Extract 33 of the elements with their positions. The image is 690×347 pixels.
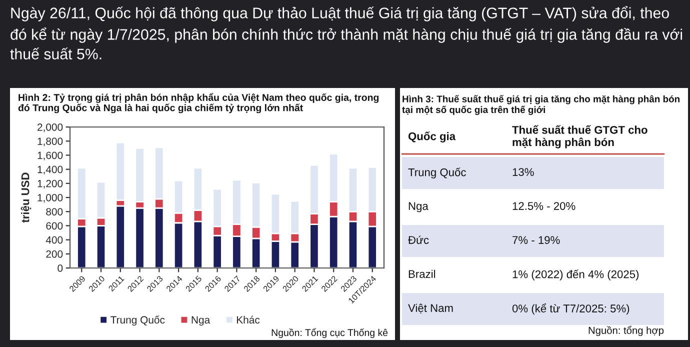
y-tick-label: 1,400 [38,166,63,174]
category-label: Brazil [408,270,436,278]
legend-label: Trung Quốc [110,315,165,326]
text: 0% (kể từ T7/2025: 5%) [512,303,630,315]
y-tick-label: 1,600 [38,152,63,160]
y-tick-label: 800 [46,208,63,216]
y-tick-label: 2,000 [38,124,63,132]
category-label: Trung Quốc [408,168,466,178]
category-label: Đức [408,236,429,244]
legend-label: Khác [236,316,260,324]
y-axis-title: triệu USD [20,172,32,223]
bar [115,205,126,268]
text: 7% - 19% [512,236,560,244]
y-tick-label: 400 [46,236,63,244]
text: Thuế suất thuế GTGT cho mặt hàng phân bón [512,125,648,148]
chart-title: Hình 2: Tỷ trọng giá trị phân bón nhập khẩu của Việt Nam theo quốc gia, trong đó Trung Quốc và Nga là hai quốc gia chiếm tỷ trọng lớn nhất [18,93,379,114]
text: Quốc gia [408,132,456,142]
legend-label: Nga [192,316,210,326]
y-tick-label: 1,800 [38,138,63,146]
text: Nguồn: Tổng cục Thống kê [272,328,388,338]
text: 12.5% - 20% [512,202,576,210]
category-label: Nga [408,202,428,212]
y-tick-label: 0 [58,264,63,272]
y-tick-label: 1,000 [38,194,63,203]
y-tick-label: 1,200 [38,180,63,189]
y-tick-label: 200 [46,250,63,258]
text: Hình 3: Thuế suất thuế giá trị gia tăng cho mặt hàng phân bón tại một số quốc gia trên thế giới [402,95,680,115]
text: Nguồn: tổng hợp [588,326,664,336]
text: 1% (2022) đến 4% (2025) [512,270,639,280]
text: 13% [512,168,534,176]
text: Ngày 26/11, Quốc hội đã thông qua Dự thảo Luật thuế Giá trị gia tăng (GTGT – VAT) sửa đổi, theo đó kể từ ngày 1/7/2025, phân bón chính thức trở thành mặt hàng chịu thuế giá trị gia tăng đầu ra với thuế suất 5%. [10,6,682,60]
y-tick-label: 600 [46,222,63,230]
category-label: Việt Nam [408,304,453,314]
